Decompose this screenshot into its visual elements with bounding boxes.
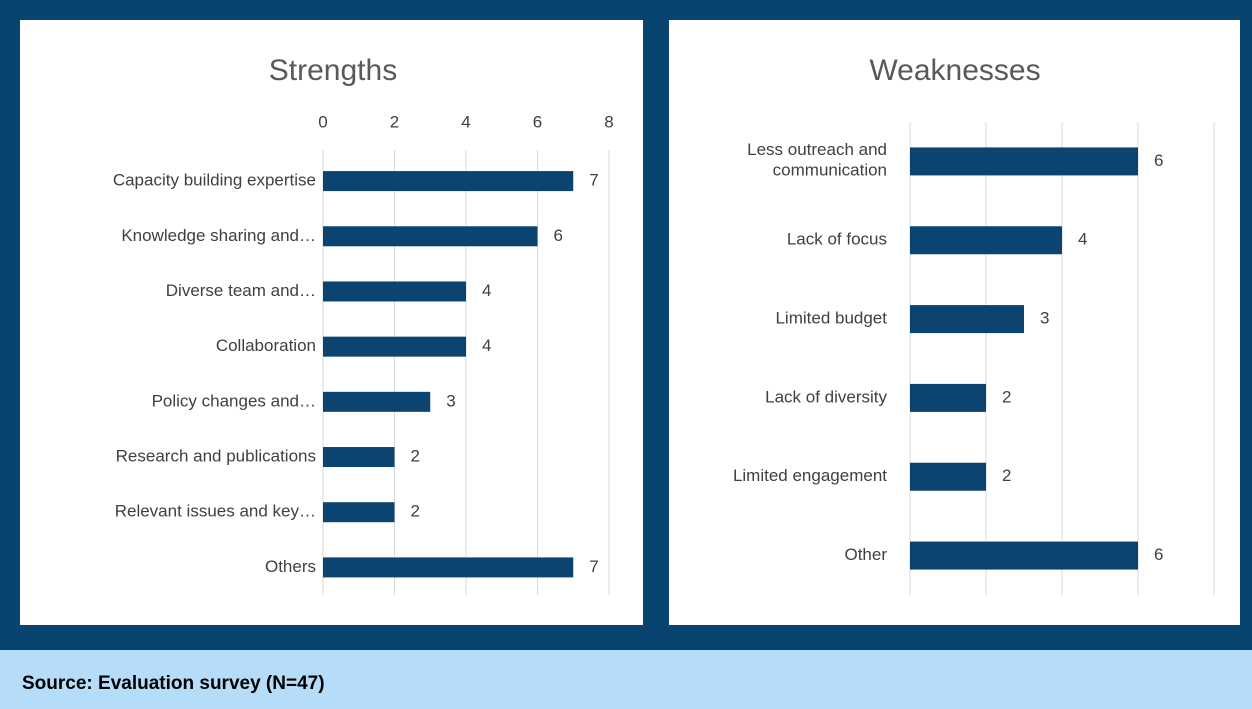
y-tick-label: Other (844, 545, 887, 564)
y-tick-label: Capacity building expertise (113, 171, 316, 190)
bar (910, 226, 1062, 255)
bar (323, 391, 431, 412)
value-label: 4 (482, 336, 491, 355)
bar (323, 171, 574, 192)
bar (323, 557, 574, 578)
value-label: 6 (1154, 151, 1163, 170)
x-tick-label: 4 (461, 112, 470, 131)
chart-title: Strengths (269, 54, 397, 87)
bar (910, 147, 1138, 176)
source-note: Source: Evaluation survey (N=47) (22, 673, 325, 694)
value-label: 3 (446, 391, 455, 410)
y-tick-label: Lack of focus (787, 230, 887, 249)
value-label: 4 (482, 281, 491, 300)
bar (910, 541, 1138, 570)
x-tick-label: 8 (604, 112, 613, 131)
value-label: 7 (589, 557, 598, 576)
value-label: 6 (1154, 545, 1163, 564)
bar (323, 281, 466, 302)
x-tick-label: 6 (533, 112, 542, 131)
y-tick-label: Others (265, 557, 316, 576)
y-tick-label: Policy changes and… (152, 391, 316, 410)
y-tick-label: Diverse team and… (166, 281, 316, 300)
bar (910, 462, 986, 491)
bar (323, 502, 395, 523)
y-tick-label: Collaboration (216, 336, 316, 355)
y-tick-label: Lack of diversity (765, 387, 887, 406)
value-label: 2 (411, 447, 420, 466)
value-label: 7 (589, 171, 598, 190)
value-label: 3 (1040, 309, 1049, 328)
value-label: 2 (1002, 387, 1011, 406)
bar (910, 305, 1024, 334)
y-tick-label: Relevant issues and key… (115, 502, 316, 521)
chart-title: Weaknesses (869, 54, 1040, 87)
bar (323, 447, 395, 468)
panel (20, 20, 643, 625)
y-tick-label: Less outreach and communication (747, 141, 887, 180)
value-label: 2 (411, 502, 420, 521)
source-band (0, 650, 1252, 709)
value-label: 4 (1078, 230, 1087, 249)
y-tick-label: Knowledge sharing and… (121, 226, 316, 245)
bar (323, 336, 466, 357)
value-label: 6 (554, 226, 563, 245)
bar (323, 226, 538, 247)
x-tick-label: 2 (390, 112, 399, 131)
bar (910, 383, 986, 412)
y-tick-label: Limited budget (775, 309, 887, 328)
x-tick-label: 0 (318, 112, 327, 131)
y-tick-label: Research and publications (116, 447, 316, 466)
value-label: 2 (1002, 466, 1011, 485)
y-tick-label: Limited engagement (733, 466, 887, 485)
